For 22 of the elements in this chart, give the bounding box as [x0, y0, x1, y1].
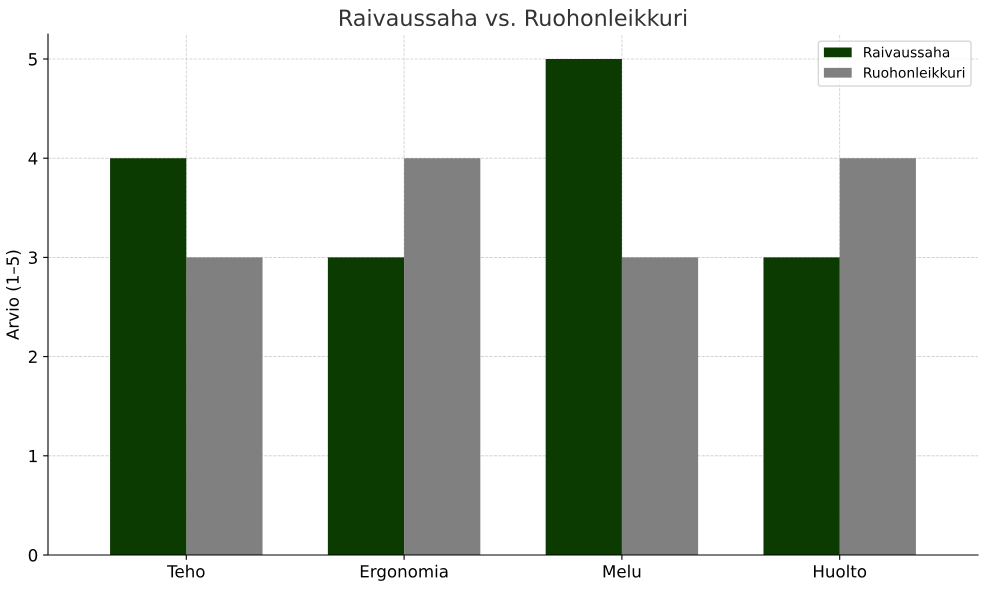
legend-label: Raivaussaha — [864, 46, 950, 58]
legend-label: Ruohonleikkuri — [864, 67, 964, 78]
bar — [546, 59, 622, 555]
bar — [622, 257, 698, 555]
bar — [110, 158, 186, 555]
x-tick-label: Melu — [604, 564, 640, 578]
y-tick-label: 1 — [30, 450, 37, 462]
x-tick-label: Huolto — [814, 564, 866, 578]
y-tick-label: 5 — [28, 53, 37, 66]
y-axis-title: Arvio (1–5) — [6, 250, 21, 340]
chart-title: Raivaussaha vs. Ruohonleikkuri — [340, 8, 686, 26]
bar — [186, 257, 263, 555]
bar — [328, 257, 404, 555]
y-tick-label: 4 — [28, 152, 38, 165]
y-tick-label: 3 — [28, 251, 37, 264]
x-tick-label: Ergonomia — [360, 564, 448, 581]
bar — [763, 257, 840, 555]
y-tick-label: 2 — [28, 350, 37, 363]
y-tick-label: 0 — [28, 548, 38, 562]
bar — [840, 158, 916, 555]
bar — [404, 158, 480, 555]
x-tick-label: Teho — [167, 564, 205, 578]
